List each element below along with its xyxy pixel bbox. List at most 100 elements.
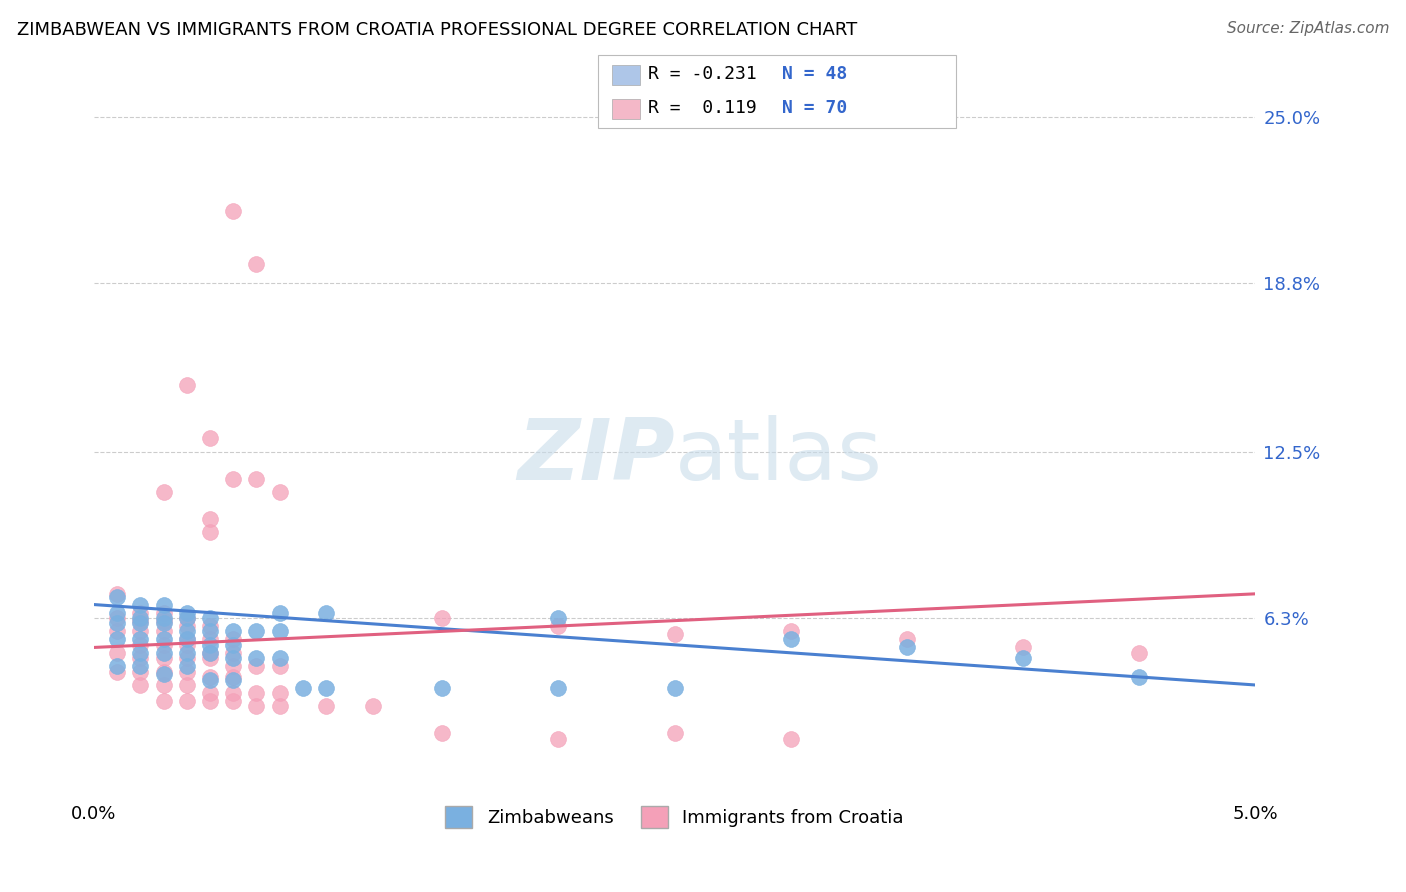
Point xyxy=(222,694,245,708)
Point xyxy=(222,659,245,673)
Point xyxy=(664,627,686,641)
Point xyxy=(1128,670,1150,684)
Text: atlas: atlas xyxy=(675,415,883,498)
Point xyxy=(664,726,686,740)
Point xyxy=(432,726,454,740)
Point xyxy=(547,611,569,625)
Point xyxy=(176,638,198,652)
Point xyxy=(198,611,221,625)
Point xyxy=(152,614,174,628)
Legend: Zimbabweans, Immigrants from Croatia: Zimbabweans, Immigrants from Croatia xyxy=(439,798,911,835)
Point xyxy=(129,638,152,652)
Point xyxy=(245,472,267,486)
Point xyxy=(129,598,152,612)
Point xyxy=(896,632,918,647)
Point xyxy=(547,619,569,633)
Point xyxy=(547,681,569,695)
Point xyxy=(129,606,152,620)
Point xyxy=(269,624,291,639)
Point xyxy=(198,686,221,700)
Point xyxy=(361,699,384,714)
Point xyxy=(152,638,174,652)
Point xyxy=(896,640,918,655)
Point xyxy=(176,694,198,708)
Point xyxy=(664,681,686,695)
Point xyxy=(176,619,198,633)
Point xyxy=(269,651,291,665)
Point xyxy=(315,606,337,620)
Point xyxy=(198,646,221,660)
Point xyxy=(105,665,128,679)
Point xyxy=(222,686,245,700)
Point xyxy=(315,699,337,714)
Point xyxy=(129,614,152,628)
Point xyxy=(176,678,198,692)
Point xyxy=(222,624,245,639)
Point xyxy=(176,624,198,639)
Point xyxy=(198,619,221,633)
Point xyxy=(152,694,174,708)
Point xyxy=(291,681,314,695)
Point xyxy=(222,472,245,486)
Point xyxy=(176,606,198,620)
Point xyxy=(198,670,221,684)
Text: ZIMBABWEAN VS IMMIGRANTS FROM CROATIA PROFESSIONAL DEGREE CORRELATION CHART: ZIMBABWEAN VS IMMIGRANTS FROM CROATIA PR… xyxy=(17,21,858,38)
Point xyxy=(152,665,174,679)
Point xyxy=(222,673,245,687)
Text: R =  0.119: R = 0.119 xyxy=(648,99,756,117)
Point xyxy=(198,431,221,445)
Point xyxy=(245,651,267,665)
Point xyxy=(245,699,267,714)
Point xyxy=(105,624,128,639)
Point xyxy=(779,632,801,647)
Point xyxy=(176,611,198,625)
Point xyxy=(269,686,291,700)
Point xyxy=(129,665,152,679)
Point xyxy=(779,731,801,746)
Point xyxy=(176,651,198,665)
Point xyxy=(176,611,198,625)
Point xyxy=(222,632,245,647)
Point xyxy=(547,731,569,746)
Point xyxy=(269,606,291,620)
Point xyxy=(152,616,174,631)
Point xyxy=(222,651,245,665)
Point xyxy=(105,616,128,631)
Point xyxy=(129,659,152,673)
Point xyxy=(198,694,221,708)
Point xyxy=(152,667,174,681)
Point xyxy=(105,632,128,647)
Point xyxy=(315,681,337,695)
Text: N = 48: N = 48 xyxy=(782,65,846,83)
Point xyxy=(222,638,245,652)
Point xyxy=(198,632,221,647)
Point xyxy=(198,512,221,526)
Point xyxy=(129,678,152,692)
Point xyxy=(245,624,267,639)
Point xyxy=(129,616,152,631)
Point xyxy=(222,203,245,218)
Point xyxy=(198,651,221,665)
Point xyxy=(152,646,174,660)
Text: N = 70: N = 70 xyxy=(782,99,846,117)
Point xyxy=(129,646,152,660)
Point xyxy=(152,678,174,692)
Point xyxy=(245,686,267,700)
Point xyxy=(198,638,221,652)
Point xyxy=(269,485,291,500)
Point xyxy=(1012,640,1035,655)
Text: ZIP: ZIP xyxy=(517,415,675,498)
Point xyxy=(779,624,801,639)
Point xyxy=(129,624,152,639)
Point xyxy=(245,659,267,673)
Text: R = -0.231: R = -0.231 xyxy=(648,65,756,83)
Point xyxy=(176,377,198,392)
Point xyxy=(269,699,291,714)
Point xyxy=(176,632,198,647)
Point xyxy=(432,681,454,695)
Point xyxy=(198,646,221,660)
Point xyxy=(152,651,174,665)
Point xyxy=(152,611,174,625)
Point xyxy=(129,651,152,665)
Point xyxy=(152,624,174,639)
